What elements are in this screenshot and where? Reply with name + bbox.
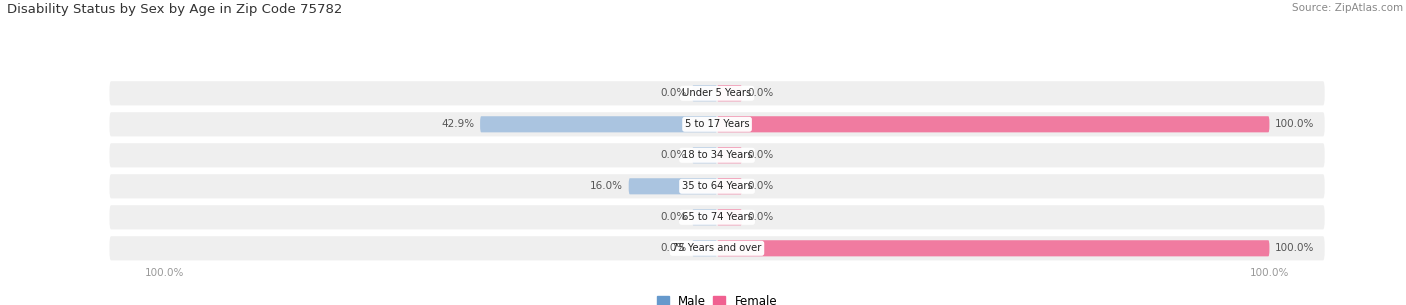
Text: 0.0%: 0.0% [748, 150, 773, 160]
FancyBboxPatch shape [692, 147, 717, 163]
Text: 75 Years and over: 75 Years and over [672, 243, 762, 253]
FancyBboxPatch shape [110, 112, 1324, 136]
Text: 0.0%: 0.0% [748, 88, 773, 98]
Legend: Male, Female: Male, Female [652, 290, 782, 305]
FancyBboxPatch shape [717, 147, 742, 163]
Text: 0.0%: 0.0% [748, 212, 773, 222]
Text: 35 to 64 Years: 35 to 64 Years [682, 181, 752, 191]
Text: 0.0%: 0.0% [661, 212, 686, 222]
Text: 0.0%: 0.0% [661, 150, 686, 160]
Text: 42.9%: 42.9% [441, 119, 475, 129]
FancyBboxPatch shape [717, 178, 742, 194]
Text: Under 5 Years: Under 5 Years [682, 88, 752, 98]
Text: Disability Status by Sex by Age in Zip Code 75782: Disability Status by Sex by Age in Zip C… [7, 3, 343, 16]
FancyBboxPatch shape [717, 85, 742, 101]
FancyBboxPatch shape [628, 178, 717, 194]
Text: 65 to 74 Years: 65 to 74 Years [682, 212, 752, 222]
FancyBboxPatch shape [717, 240, 1270, 257]
Text: 100.0%: 100.0% [1275, 243, 1315, 253]
FancyBboxPatch shape [717, 209, 742, 225]
Text: Source: ZipAtlas.com: Source: ZipAtlas.com [1292, 3, 1403, 13]
FancyBboxPatch shape [692, 240, 717, 257]
Text: 0.0%: 0.0% [661, 243, 686, 253]
FancyBboxPatch shape [110, 205, 1324, 229]
Text: 0.0%: 0.0% [748, 181, 773, 191]
FancyBboxPatch shape [110, 81, 1324, 106]
Text: 16.0%: 16.0% [591, 181, 623, 191]
FancyBboxPatch shape [110, 174, 1324, 198]
FancyBboxPatch shape [479, 116, 717, 132]
Text: 0.0%: 0.0% [661, 88, 686, 98]
FancyBboxPatch shape [110, 143, 1324, 167]
FancyBboxPatch shape [110, 236, 1324, 260]
Text: 100.0%: 100.0% [1275, 119, 1315, 129]
FancyBboxPatch shape [717, 116, 1270, 132]
FancyBboxPatch shape [692, 209, 717, 225]
Text: 18 to 34 Years: 18 to 34 Years [682, 150, 752, 160]
Text: 5 to 17 Years: 5 to 17 Years [685, 119, 749, 129]
FancyBboxPatch shape [692, 85, 717, 101]
